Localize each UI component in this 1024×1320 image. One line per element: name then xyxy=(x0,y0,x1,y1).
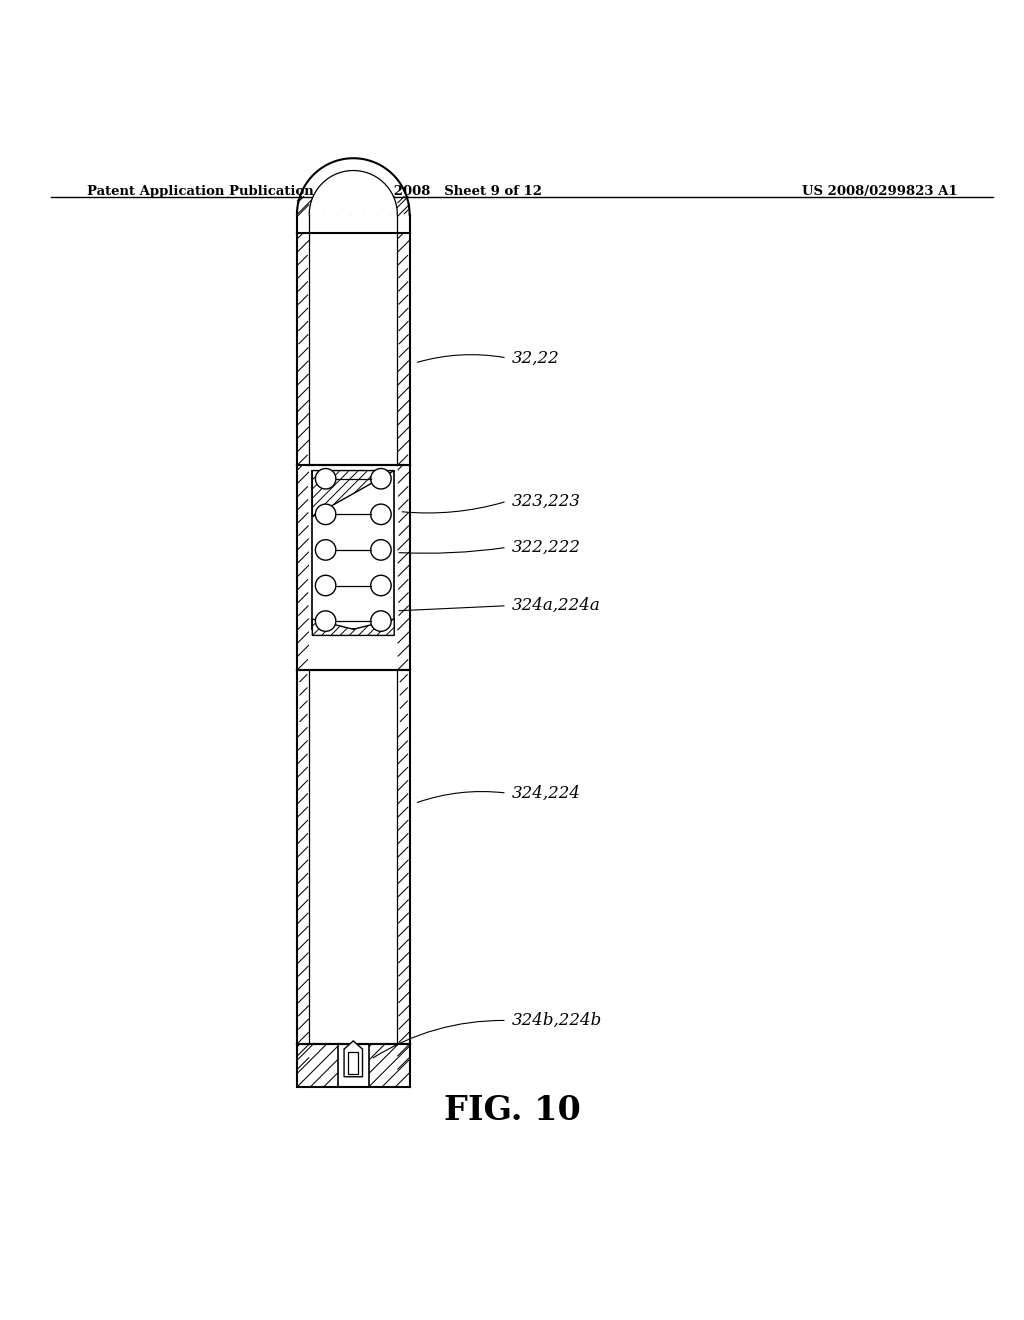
Polygon shape xyxy=(312,470,394,516)
Circle shape xyxy=(371,504,391,524)
Text: 324,224: 324,224 xyxy=(512,784,581,801)
Circle shape xyxy=(371,611,391,631)
Circle shape xyxy=(315,504,336,524)
Circle shape xyxy=(371,576,391,595)
Circle shape xyxy=(315,611,336,631)
Text: US 2008/0299823 A1: US 2008/0299823 A1 xyxy=(802,185,957,198)
Text: 32,22: 32,22 xyxy=(512,350,560,367)
Polygon shape xyxy=(312,470,394,630)
Text: Dec. 4, 2008   Sheet 9 of 12: Dec. 4, 2008 Sheet 9 of 12 xyxy=(338,185,543,198)
Circle shape xyxy=(371,540,391,560)
Text: 324a,224a: 324a,224a xyxy=(512,597,601,614)
Polygon shape xyxy=(309,671,397,1044)
Circle shape xyxy=(315,469,336,488)
Polygon shape xyxy=(348,1052,358,1073)
Text: 322,222: 322,222 xyxy=(512,539,581,556)
Polygon shape xyxy=(312,619,394,635)
Polygon shape xyxy=(309,234,397,466)
Circle shape xyxy=(371,469,391,488)
Polygon shape xyxy=(309,170,397,215)
Circle shape xyxy=(315,576,336,595)
Text: FIG. 10: FIG. 10 xyxy=(443,1094,581,1127)
Text: Patent Application Publication: Patent Application Publication xyxy=(87,185,313,198)
Circle shape xyxy=(315,540,336,560)
Polygon shape xyxy=(338,1044,369,1086)
Text: 323,223: 323,223 xyxy=(512,492,581,510)
Text: 324b,224b: 324b,224b xyxy=(512,1012,602,1030)
Polygon shape xyxy=(344,1041,362,1077)
Polygon shape xyxy=(309,466,397,671)
